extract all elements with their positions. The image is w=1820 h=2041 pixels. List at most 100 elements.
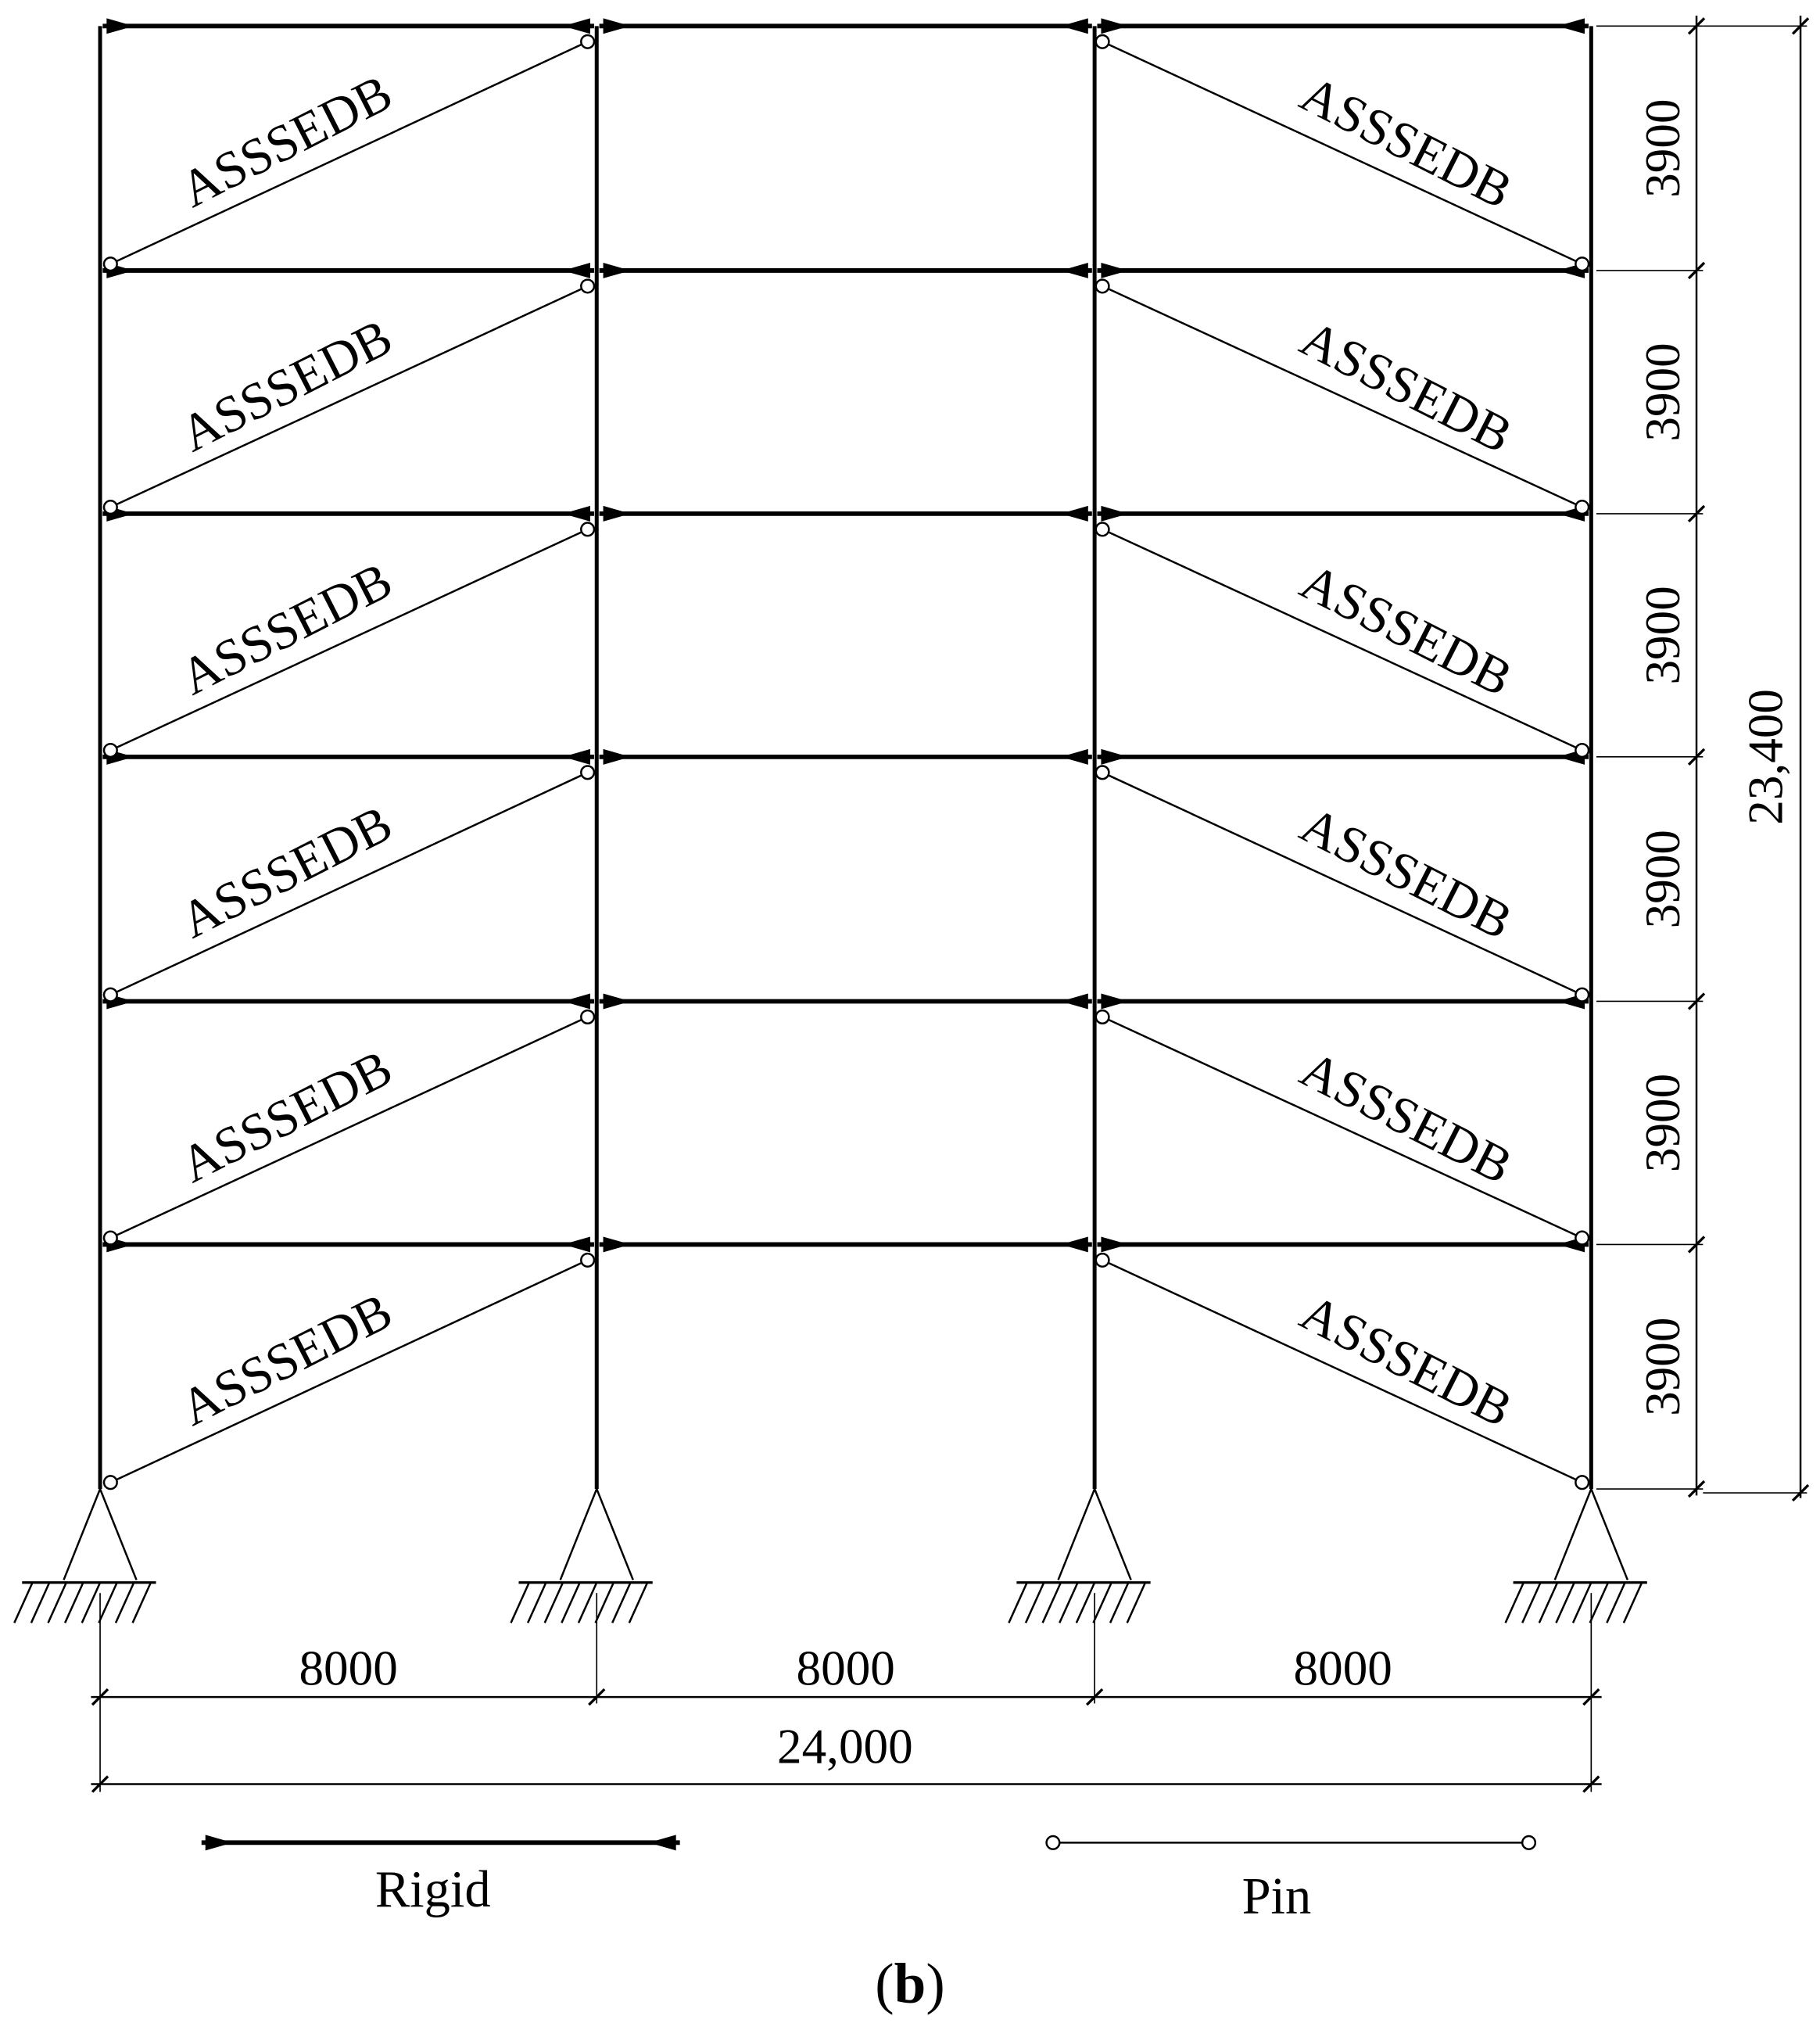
rigid-end [1101,505,1129,522]
hatch [1059,1582,1079,1623]
dim-label: 8000 [797,1641,895,1696]
dim-tick [1687,1236,1706,1254]
rigid-end [1101,1236,1129,1253]
hatch [1504,1582,1525,1623]
pin [102,500,118,515]
brace-label: ASSSEDB [1292,1041,1521,1196]
dim-tick [91,1775,109,1793]
dim-label: 3900 [1635,1074,1690,1172]
brace-label: ASSSEDB [1292,553,1521,708]
hatch [47,1582,67,1623]
legend-label: Pin [1242,1867,1312,1924]
dim-label: 3900 [1635,343,1690,441]
dim-tick [1791,1483,1810,1502]
hatch [1589,1582,1610,1623]
pin [1521,1835,1537,1850]
hatch [1008,1582,1028,1623]
rigid-end [603,993,631,1010]
hatch [81,1582,102,1623]
pin [580,1252,596,1268]
hatch [594,1582,615,1623]
brace-label: ASSSEDB [172,64,401,219]
dim-label: 8000 [1294,1641,1392,1696]
brace [109,41,589,265]
hatch [64,1582,84,1623]
pin [1575,500,1590,515]
rigid-end [1060,993,1088,1010]
brace [109,1259,589,1483]
pin [1045,1835,1061,1850]
pin [1095,522,1110,537]
hatch [1538,1582,1559,1623]
dim-tick [1791,17,1810,35]
support [559,1486,634,1580]
dim-label: 3900 [1635,586,1690,684]
legend-label: Rigid [375,1861,491,1918]
rigid-end [1060,262,1088,278]
pin [580,278,596,294]
rigid-end [563,1236,590,1253]
pin [1575,742,1590,759]
rigid-end [1060,748,1088,765]
caption-part: ) [926,1952,944,2015]
brace-label: ASSSEDB [1292,796,1521,951]
dim-label: 3900 [1635,99,1690,197]
pin [580,765,596,780]
rigid-end [1101,262,1129,278]
rigid-end [603,748,631,765]
hatch [1109,1582,1130,1623]
rigid-end [1060,1236,1088,1253]
hatch [13,1582,34,1623]
hatch [1571,1582,1592,1623]
hatch [628,1582,649,1623]
dim-label: 23,400 [1738,689,1793,825]
brace [1102,1016,1583,1239]
pin [1095,34,1110,49]
rigid-end [1060,505,1088,522]
rigid-end [1060,18,1088,34]
dim-tick [1687,17,1706,35]
dim-label: 24,000 [777,1719,913,1774]
brace [109,1016,589,1239]
brace-label: ASSSEDB [172,1282,401,1437]
caption: (b) [875,1952,944,2015]
hatch [30,1582,51,1623]
pin [102,256,118,272]
pin [1575,1475,1590,1490]
brace-label: ASSSEDB [1292,310,1521,465]
pin [1575,987,1590,1003]
rigid-end [1101,18,1129,34]
rigid-end [563,993,590,1010]
rigid-end [106,18,134,34]
dim-label: 3900 [1635,1318,1690,1416]
brace [109,528,589,751]
rigid-end [648,1835,676,1851]
caption-part: b [894,1952,926,2015]
rigid-end [563,18,590,34]
hatch [1075,1582,1096,1623]
dim-tick [91,1688,109,1706]
brace-label: ASSSEDB [1292,66,1521,221]
hatch [561,1582,581,1623]
hatch [1041,1582,1062,1623]
rigid-end [603,505,631,522]
pin [580,1009,596,1024]
brace [1102,771,1583,996]
pin [1095,1252,1110,1268]
rigid-end [205,1835,233,1851]
hatch [98,1582,118,1623]
rigid-end [563,748,590,765]
rigid-end [563,505,590,522]
dim-tick [1687,504,1706,523]
dim-tick [1582,1775,1600,1793]
hatch [1024,1582,1045,1623]
hatch [1126,1582,1147,1623]
rigid-end [603,262,631,278]
brace [1102,41,1583,265]
hatch [1521,1582,1542,1623]
brace [109,285,589,508]
pin [1095,765,1110,780]
dim-tick [1582,1688,1600,1706]
hatch [543,1582,564,1623]
rigid-end [563,262,590,278]
